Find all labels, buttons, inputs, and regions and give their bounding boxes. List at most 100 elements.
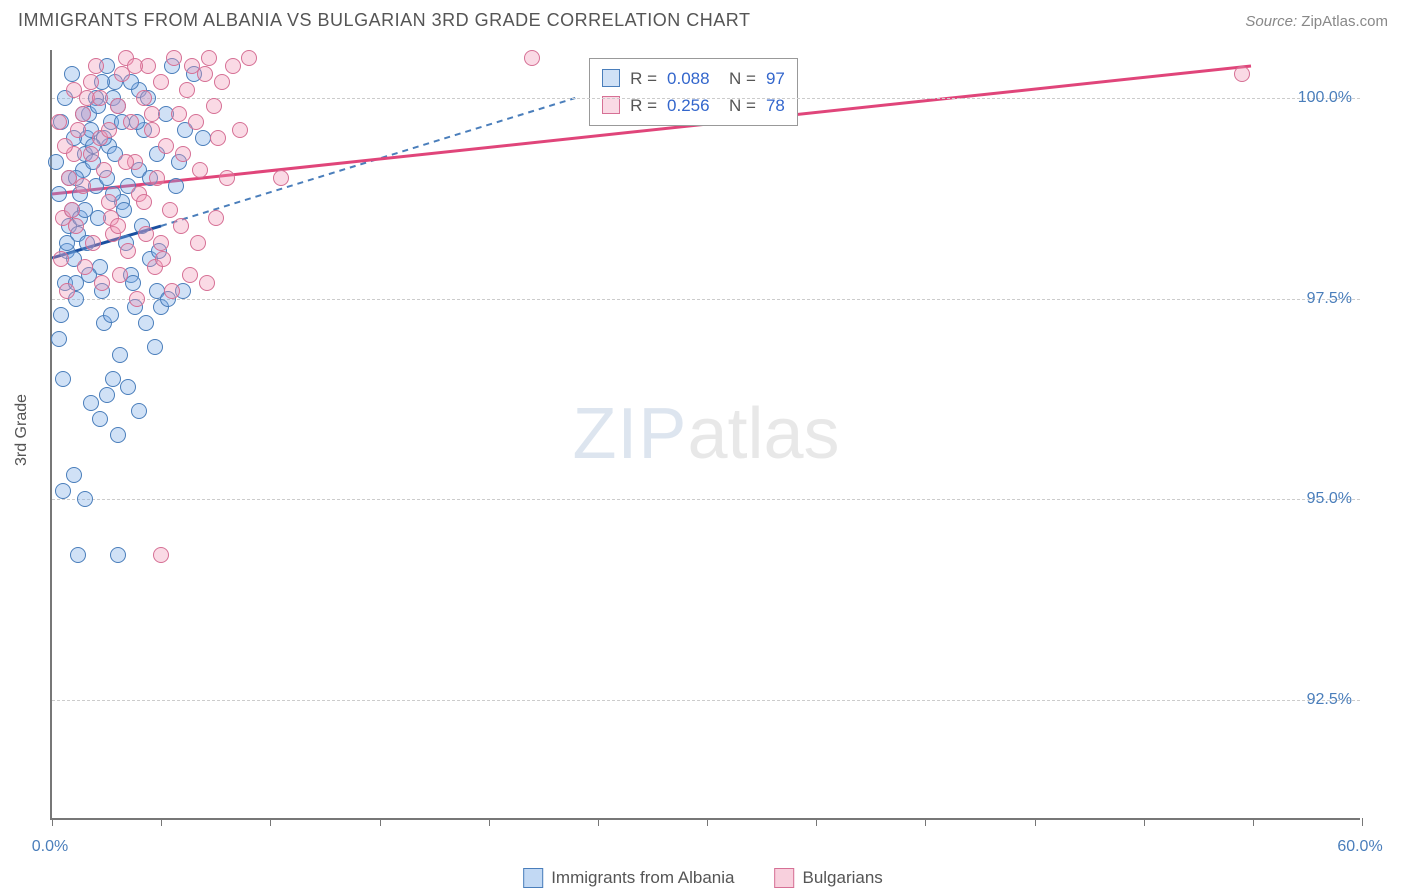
scatter-point: [66, 82, 82, 98]
legend-item: Bulgarians: [774, 868, 882, 888]
scatter-point: [214, 74, 230, 90]
gridline: [52, 499, 1360, 500]
scatter-point: [51, 114, 67, 130]
xtick: [270, 818, 271, 826]
legend-swatch: [523, 868, 543, 888]
scatter-point: [138, 315, 154, 331]
xtick-label: 0.0%: [32, 838, 68, 856]
scatter-point: [57, 138, 73, 154]
stats-row: R =0.088 N =97: [602, 65, 785, 92]
scatter-point: [144, 106, 160, 122]
scatter-point: [192, 162, 208, 178]
scatter-point: [70, 547, 86, 563]
scatter-point: [88, 58, 104, 74]
scatter-point: [94, 275, 110, 291]
plot-area: ZIPatlas R =0.088 N =97R =0.256 N =78 92…: [50, 50, 1360, 820]
scatter-point: [68, 218, 84, 234]
scatter-point: [273, 170, 289, 186]
trend-line-dashed: [161, 98, 575, 226]
scatter-point: [48, 154, 64, 170]
scatter-point: [83, 146, 99, 162]
scatter-point: [51, 331, 67, 347]
scatter-point: [55, 483, 71, 499]
xtick: [1035, 818, 1036, 826]
scatter-point: [110, 427, 126, 443]
scatter-point: [210, 130, 226, 146]
scatter-point: [96, 162, 112, 178]
scatter-point: [51, 186, 67, 202]
gridline: [52, 700, 1360, 701]
legend-label: Bulgarians: [802, 868, 882, 888]
ytick-label: 92.5%: [1307, 691, 1352, 709]
scatter-point: [129, 291, 145, 307]
scatter-point: [162, 202, 178, 218]
scatter-point: [92, 90, 108, 106]
scatter-point: [99, 387, 115, 403]
scatter-point: [59, 283, 75, 299]
watermark: ZIPatlas: [572, 393, 839, 475]
xtick: [925, 818, 926, 826]
scatter-point: [75, 178, 91, 194]
watermark-zip: ZIP: [572, 394, 687, 474]
scatter-point: [201, 50, 217, 66]
scatter-point: [206, 98, 222, 114]
stats-row: R = 0.256 N = 78: [602, 92, 785, 119]
chart-source: Source: ZipAtlas.com: [1245, 13, 1388, 30]
scatter-point: [179, 82, 195, 98]
scatter-point: [166, 50, 182, 66]
scatter-point: [144, 122, 160, 138]
source-label: Source:: [1245, 13, 1297, 30]
xtick: [598, 818, 599, 826]
scatter-point: [77, 259, 93, 275]
scatter-point: [173, 218, 189, 234]
stats-r-label: R =: [630, 92, 657, 119]
scatter-point: [112, 267, 128, 283]
scatter-point: [232, 122, 248, 138]
xtick: [816, 818, 817, 826]
scatter-point: [110, 547, 126, 563]
scatter-point: [53, 307, 69, 323]
scatter-point: [123, 114, 139, 130]
scatter-point: [83, 74, 99, 90]
xtick: [1253, 818, 1254, 826]
scatter-point: [168, 178, 184, 194]
scatter-point: [92, 411, 108, 427]
scatter-point: [120, 243, 136, 259]
stats-n-value: 78: [766, 92, 785, 119]
scatter-point: [182, 267, 198, 283]
scatter-point: [118, 154, 134, 170]
scatter-point: [66, 467, 82, 483]
stats-box: R =0.088 N =97R =0.256 N =78: [589, 58, 798, 126]
scatter-point: [225, 58, 241, 74]
legend: Immigrants from Albania Bulgarians: [523, 868, 883, 888]
legend-label: Immigrants from Albania: [551, 868, 734, 888]
scatter-point: [241, 50, 257, 66]
scatter-point: [77, 491, 93, 507]
legend-item: Immigrants from Albania: [523, 868, 734, 888]
legend-swatch: [774, 868, 794, 888]
scatter-point: [175, 146, 191, 162]
trend-lines: [52, 50, 1360, 818]
scatter-point: [208, 210, 224, 226]
scatter-point: [1234, 66, 1250, 82]
scatter-point: [53, 251, 69, 267]
scatter-point: [155, 251, 171, 267]
stats-n-value: 97: [766, 65, 785, 92]
stats-n-label: N =: [720, 92, 756, 119]
scatter-point: [131, 403, 147, 419]
source-value: ZipAtlas.com: [1301, 13, 1388, 30]
xtick-label: 60.0%: [1337, 838, 1382, 856]
scatter-point: [110, 98, 126, 114]
scatter-point: [171, 106, 187, 122]
stats-n-label: N =: [720, 65, 756, 92]
scatter-point: [188, 114, 204, 130]
scatter-point: [103, 307, 119, 323]
scatter-point: [59, 235, 75, 251]
scatter-point: [158, 138, 174, 154]
scatter-point: [136, 90, 152, 106]
scatter-point: [83, 395, 99, 411]
ytick-label: 97.5%: [1307, 290, 1352, 308]
xtick: [380, 818, 381, 826]
stats-r-value: 0.256: [667, 92, 710, 119]
scatter-point: [120, 379, 136, 395]
